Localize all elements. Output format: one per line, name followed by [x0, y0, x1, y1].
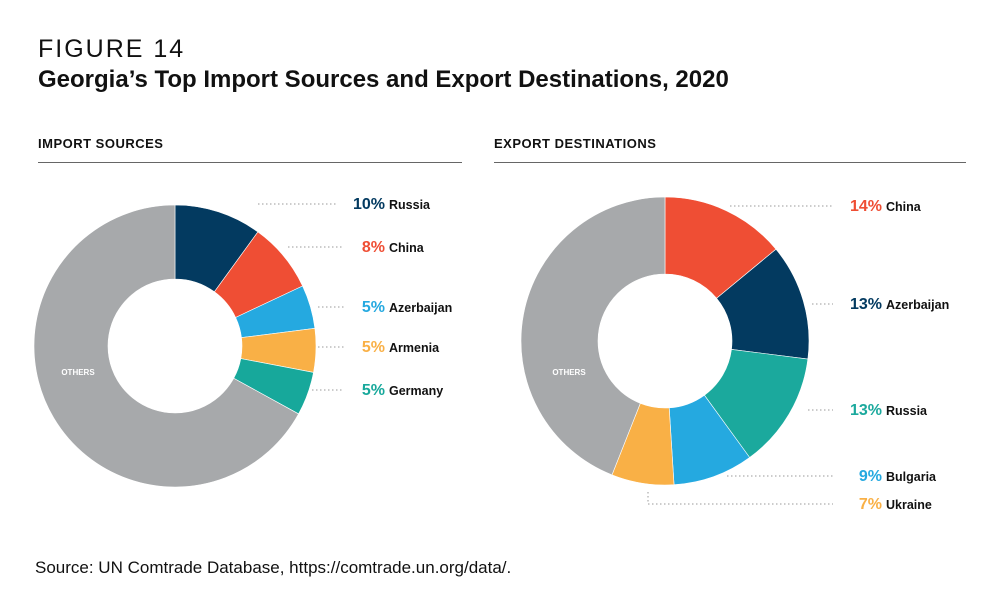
import-others-label: OTHERS — [61, 368, 95, 377]
import-category-label-armenia: Armenia — [389, 341, 440, 355]
export-others-label: OTHERS — [552, 368, 586, 377]
import-category-label-germany: Germany — [389, 384, 443, 398]
export-section-rule — [494, 162, 966, 163]
import-value-label-armenia: 5% — [362, 339, 385, 356]
import-value-label-germany: 5% — [362, 382, 385, 399]
export-slice-others — [520, 196, 666, 476]
source-note: Source: UN Comtrade Database, https://co… — [35, 558, 512, 577]
import-category-label-azerbaijan: Azerbaijan — [389, 301, 452, 315]
export-section-title: EXPORT DESTINATIONS — [494, 136, 657, 151]
export-category-label-ukraine: Ukraine — [886, 498, 932, 512]
export-value-label-russia: 13% — [850, 402, 882, 419]
export-value-label-azerbaijan: 13% — [850, 296, 882, 313]
import-category-label-china: China — [389, 241, 425, 255]
import-value-label-azerbaijan: 5% — [362, 299, 385, 316]
import-value-label-china: 8% — [362, 239, 385, 256]
export-category-label-bulgaria: Bulgaria — [886, 470, 937, 484]
export-category-label-azerbaijan: Azerbaijan — [886, 298, 949, 312]
import-section-rule — [38, 162, 462, 163]
export-value-label-china: 14% — [850, 198, 882, 215]
export-value-label-ukraine: 7% — [859, 496, 882, 513]
import-category-label-russia: Russia — [389, 198, 431, 212]
figure-label: FIGURE 14 — [38, 35, 186, 63]
import-section-title: IMPORT SOURCES — [38, 136, 164, 151]
export-category-label-russia: Russia — [886, 404, 928, 418]
export-category-label-china: China — [886, 200, 922, 214]
export-value-label-bulgaria: 9% — [859, 468, 882, 485]
import-value-label-russia: 10% — [353, 196, 385, 213]
import-slice-others — [33, 204, 299, 488]
figure-title: Georgia’s Top Import Sources and Export … — [38, 66, 729, 93]
